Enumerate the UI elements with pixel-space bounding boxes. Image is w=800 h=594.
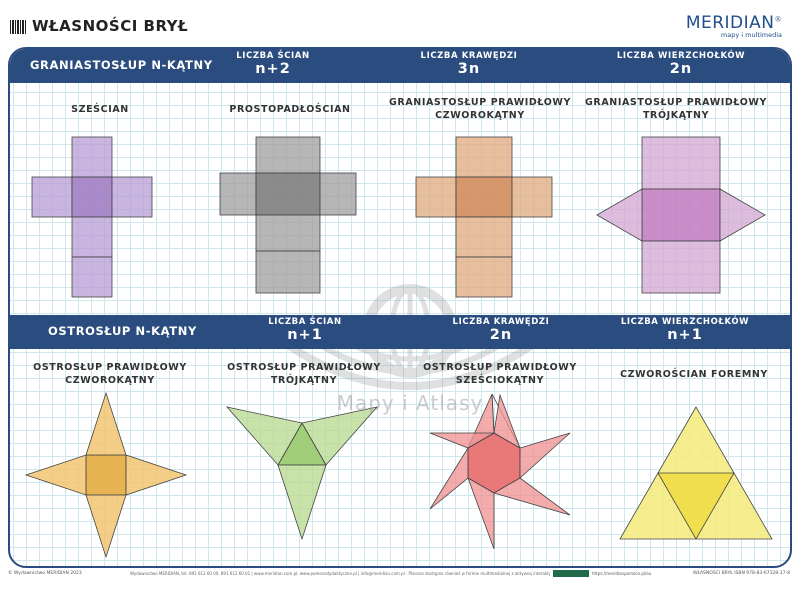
prism-vertices-value: 2n: [669, 61, 693, 77]
triangular-prism-net: [596, 136, 766, 294]
pyramid-faces-label: LICZBA ŚCIAN: [268, 317, 342, 327]
net-title-square-prism: GRANIASTOSŁUP PRAWIDŁOWY CZWOROKĄTNY: [389, 97, 571, 121]
prism-vertices-label: LICZBA WIERZCHOŁKÓW: [616, 51, 746, 61]
net-title-hexagonal-pyramid: OSTROSŁUP PRAWIDŁOWY SZEŚCIOKĄTNY: [423, 362, 577, 386]
hexagonal-pyramid-net: [429, 393, 571, 550]
prism-heading: GRANIASTOSŁUP N-KĄTNY: [30, 58, 213, 72]
prism-header-band: GRANIASTOSŁUP N-KĄTNY LICZBA ŚCIAN n+2 L…: [10, 49, 790, 83]
net-title-triangular-pyramid: OSTROSŁUP PRAWIDŁOWY TRÓJKĄTNY: [227, 362, 381, 386]
watermark-text: Mapy i Atlasy: [336, 391, 484, 415]
prism-vertices: LICZBA WIERZCHOŁKÓW 2n: [606, 51, 756, 77]
net-title-square-pyramid: OSTROSŁUP PRAWIDŁOWY CZWOROKĄTNY: [33, 362, 187, 386]
footer-isbn: WŁASNOŚCI BRYŁ ISBN 978-83-67128-17-8: [693, 571, 790, 576]
pyramid-vertices: LICZBA WIERZCHOŁKÓW n+1: [610, 317, 760, 343]
prism-faces-label: LICZBA ŚCIAN: [236, 51, 310, 61]
footer-copyright: © Wydawnictwo MERIDIAN 2023: [8, 571, 82, 576]
net-title-cuboid: PROSTOPADŁOŚCIAN: [229, 104, 351, 115]
brand-name-text: MERIDIAN: [685, 13, 775, 33]
header: WŁASNOŚCI BRYŁ MERIDIAN® mapy i multimed…: [0, 0, 800, 48]
barcode-icon: [10, 20, 26, 34]
net-title-tetrahedron: CZWOROŚCIAN FOREMNY: [620, 369, 768, 380]
nets-drawing: [24, 136, 773, 559]
pyramid-header-band: OSTROSŁUP N-KĄTNY LICZBA ŚCIAN n+1 LICZB…: [10, 315, 790, 349]
brand-tagline: mapy i multimedia: [720, 31, 782, 39]
brand-name: MERIDIAN®: [686, 13, 782, 33]
prism-edges-value: 3n: [457, 61, 481, 77]
footer-link[interactable]: https://meridianpomoce.pl/eu: [592, 571, 652, 576]
tetrahedron-net: [619, 406, 773, 540]
prism-faces: LICZBA ŚCIAN n+2: [198, 51, 348, 77]
pyramid-heading: OSTROSŁUP N-KĄTNY: [48, 324, 197, 338]
main-panel: GRANIASTOSŁUP N-KĄTNY LICZBA ŚCIAN n+2 L…: [8, 47, 792, 568]
pyramid-edges-value: 2n: [489, 327, 513, 343]
pyramid-faces-value: n+1: [287, 327, 323, 343]
pyramid-vertices-label: LICZBA WIERZCHOŁKÓW: [620, 317, 750, 327]
prism-edges-label: LICZBA KRAWĘDZI: [420, 51, 518, 61]
cube-net: [31, 136, 153, 298]
prism-edges: LICZBA KRAWĘDZI 3n: [394, 51, 544, 77]
footer-contact: Wydawnictwo MERIDIAN, tel. 891 612 60 00…: [130, 571, 550, 576]
footer-badge: [553, 570, 589, 577]
square-prism-net: [415, 136, 553, 298]
net-title-triangular-prism: GRANIASTOSŁUP PRAWIDŁOWY TRÓJKĄTNY: [585, 97, 767, 121]
net-title-cube: SZEŚCIAN: [71, 104, 129, 115]
pyramid-vertices-value: n+1: [667, 327, 703, 343]
brand-logo: MERIDIAN® mapy i multimedia: [686, 13, 782, 39]
page-title: WŁASNOŚCI BRYŁ: [32, 17, 189, 35]
triangular-pyramid-net: [225, 406, 379, 541]
square-pyramid-net: [24, 391, 188, 559]
brand-mark: ®: [774, 15, 782, 24]
cuboid-net: [219, 136, 357, 294]
pyramid-faces: LICZBA ŚCIAN n+1: [230, 317, 380, 343]
pyramid-edges-label: LICZBA KRAWĘDZI: [452, 317, 550, 327]
pyramid-edges: LICZBA KRAWĘDZI 2n: [426, 317, 576, 343]
prism-faces-value: n+2: [255, 61, 291, 77]
